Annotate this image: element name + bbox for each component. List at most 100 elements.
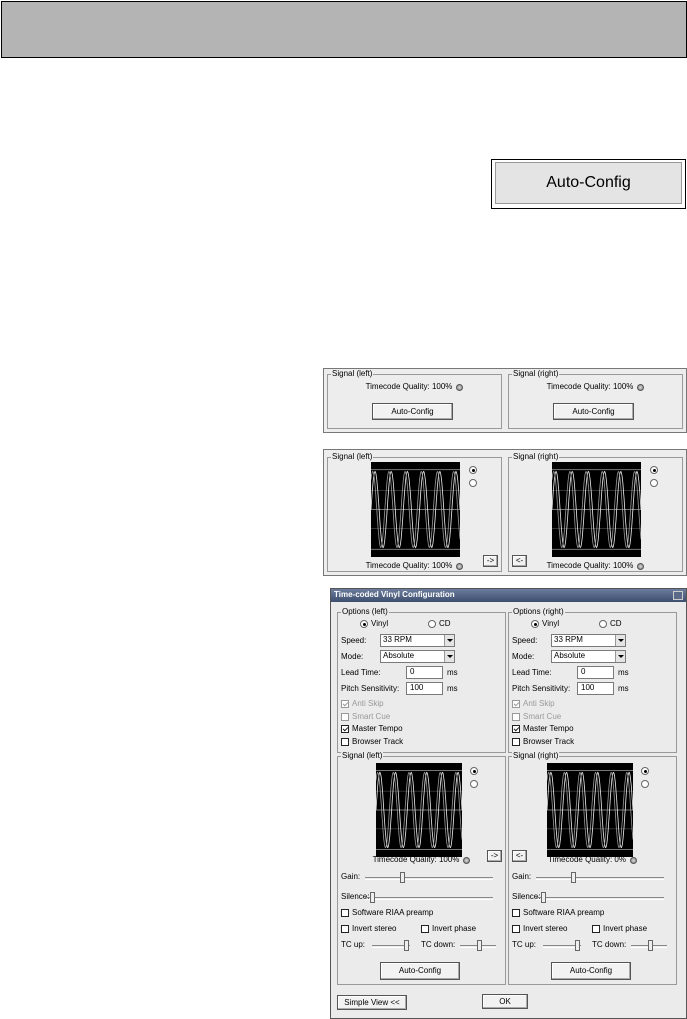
auto-config-button[interactable]: Auto-Config: [553, 403, 634, 420]
dialog-title: Time-coded Vinyl Configuration: [334, 590, 455, 599]
radio[interactable]: [469, 479, 477, 487]
checkbox[interactable]: [341, 700, 349, 708]
field-label: Gain:: [341, 872, 361, 881]
checkbox[interactable]: [341, 712, 349, 721]
checkbox[interactable]: [341, 737, 349, 746]
checkbox[interactable]: [512, 712, 520, 721]
text-input[interactable]: 100: [406, 682, 443, 695]
scope-wave: [547, 771, 633, 849]
group-title: Signal (right): [512, 369, 560, 379]
text-input[interactable]: 0: [406, 666, 443, 679]
radio[interactable]: [360, 620, 368, 628]
status-led: [629, 856, 637, 864]
quality-row: Timecode Quality: 100%: [528, 561, 663, 571]
text-input[interactable]: 100: [577, 682, 614, 695]
quality-row: Timecode Quality: 100%: [357, 855, 486, 865]
group-box: [327, 457, 502, 572]
slider-track: [543, 945, 581, 948]
group-title: Signal (left): [331, 369, 374, 379]
slider-thumb[interactable]: [575, 940, 580, 951]
slider-thumb[interactable]: [541, 892, 546, 903]
unit-label: ms: [447, 684, 458, 693]
select[interactable]: Absolute: [380, 650, 455, 663]
arrow-button[interactable]: <-: [512, 850, 527, 862]
radio[interactable]: [641, 767, 649, 775]
scope-wave: [371, 470, 460, 549]
select-arrow-icon: [447, 639, 453, 642]
checkbox[interactable]: [512, 700, 520, 708]
auto-config-button[interactable]: Auto-Config: [380, 962, 460, 980]
slider-thumb[interactable]: [477, 940, 482, 951]
radio[interactable]: [599, 620, 607, 628]
scope-wave: [552, 470, 641, 549]
scope: [371, 462, 460, 557]
group-title: Signal (left): [331, 452, 374, 462]
checkbox[interactable]: [512, 725, 520, 733]
checkbox[interactable]: [421, 925, 429, 933]
select-arrow-icon: [618, 639, 624, 642]
slider-thumb[interactable]: [571, 872, 576, 883]
radio[interactable]: [650, 479, 658, 487]
radio-dot: [644, 770, 647, 773]
big-button[interactable]: Auto-Config: [495, 162, 682, 204]
field-label: Speed:: [341, 636, 367, 645]
group-title: Options (left): [341, 607, 389, 617]
radio[interactable]: [470, 780, 478, 788]
checkbox-label: Invert stereo: [523, 924, 568, 933]
checkbox[interactable]: [341, 909, 349, 917]
auto-config-button[interactable]: Auto-Config: [551, 962, 631, 980]
unit-label: ms: [447, 668, 458, 677]
checkbox[interactable]: [592, 925, 600, 933]
checkbox[interactable]: [341, 925, 349, 933]
check-mark: [342, 725, 349, 732]
select[interactable]: 33 RPM: [380, 634, 455, 647]
arrow-button[interactable]: ->: [487, 850, 502, 862]
checkbox[interactable]: [341, 725, 349, 733]
scope: [552, 462, 641, 557]
group-box: [508, 756, 677, 985]
radio[interactable]: [641, 780, 649, 788]
check-mark: [513, 700, 520, 707]
checkbox[interactable]: [512, 737, 520, 746]
quality-text: Timecode Quality: 100%: [372, 855, 460, 864]
group-box: [508, 457, 683, 572]
checkbox-label: Master Tempo: [352, 724, 403, 733]
arrow-button[interactable]: <-: [512, 555, 527, 567]
arrow-button[interactable]: ->: [483, 555, 498, 567]
radio[interactable]: [470, 767, 478, 775]
field-label: TC up:: [341, 940, 366, 949]
check-mark: [513, 725, 520, 732]
ok-button[interactable]: OK: [482, 994, 528, 1009]
field-label: Silence:: [341, 892, 370, 901]
scope-wave: [547, 771, 633, 849]
slider-thumb[interactable]: [370, 892, 375, 903]
slider-track: [536, 897, 664, 900]
scope-wave: [376, 771, 462, 849]
slider-thumb[interactable]: [404, 940, 409, 951]
quality-text: Timecode Quality: 100%: [546, 561, 634, 570]
text-input[interactable]: 0: [577, 666, 614, 679]
close-button[interactable]: [673, 591, 683, 600]
checkbox-label: Browser Track: [352, 736, 404, 746]
auto-config-button[interactable]: Auto-Config: [372, 403, 453, 420]
status-led: [637, 562, 645, 570]
check-mark: [342, 700, 349, 707]
radio[interactable]: [469, 466, 477, 474]
radio[interactable]: [650, 466, 658, 474]
checkbox-label: Invert stereo: [352, 924, 397, 933]
group-box: [337, 756, 506, 985]
quality-row: Timecode Quality: 100%: [327, 382, 502, 392]
unit-label: ms: [618, 684, 629, 693]
simple-view-button[interactable]: Simple View <<: [337, 995, 407, 1010]
radio[interactable]: [531, 620, 539, 628]
radio[interactable]: [428, 620, 436, 628]
field-label: Pitch Sensitivity:: [512, 684, 571, 693]
select[interactable]: 33 RPM: [551, 634, 626, 647]
slider-thumb[interactable]: [648, 940, 653, 951]
select[interactable]: Absolute: [551, 650, 626, 663]
slider-thumb[interactable]: [400, 872, 405, 883]
field-label: TC down:: [421, 940, 456, 949]
checkbox[interactable]: [512, 909, 520, 917]
group-box: [337, 612, 506, 753]
checkbox[interactable]: [512, 925, 520, 933]
